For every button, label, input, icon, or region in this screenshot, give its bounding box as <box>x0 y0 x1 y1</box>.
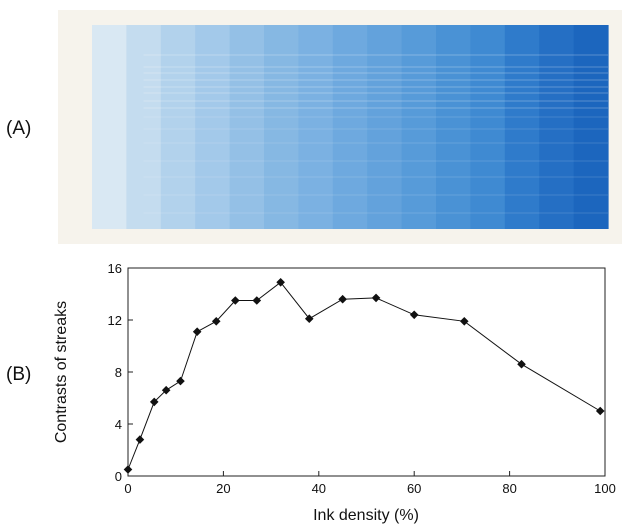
y-tick-label: 16 <box>108 261 122 276</box>
density-patch <box>298 25 334 229</box>
density-patch <box>126 25 162 229</box>
data-point-marker <box>276 278 285 287</box>
x-tick-label: 0 <box>124 481 131 496</box>
data-point-marker <box>135 435 145 444</box>
y-axis-title: Contrasts of streaks <box>53 301 70 443</box>
y-tick-label: 4 <box>115 417 122 432</box>
data-point-marker <box>517 359 526 369</box>
data-point-marker <box>459 317 469 326</box>
x-tick-label: 60 <box>407 481 421 496</box>
ink-density-strip <box>92 25 609 229</box>
panel-b-label: (B) <box>6 364 32 385</box>
density-patch <box>573 25 609 229</box>
density-patch <box>504 25 540 229</box>
data-point-marker <box>176 376 185 386</box>
axis-ticks: 0 20 40 60 80 100 0 4 8 12 16 <box>108 261 616 496</box>
density-patch <box>436 25 471 229</box>
density-patch <box>470 25 506 229</box>
density-patch <box>229 25 265 229</box>
data-point-marker <box>123 465 133 474</box>
y-tick-label: 12 <box>108 313 122 328</box>
density-patch <box>195 25 231 229</box>
density-patch <box>367 25 403 229</box>
data-point-marker <box>409 310 419 320</box>
x-axis-title: Ink density (%) <box>313 507 419 524</box>
data-point-marker <box>161 385 171 395</box>
series-markers <box>123 278 605 474</box>
data-point-marker <box>338 294 347 304</box>
data-point-marker <box>211 317 221 326</box>
series-line <box>127 281 601 470</box>
data-point-marker <box>304 314 314 323</box>
data-point-marker <box>252 296 262 305</box>
density-patch <box>401 25 437 229</box>
density-patch <box>264 25 299 229</box>
density-patch <box>539 25 575 229</box>
density-patch <box>160 25 196 229</box>
density-patch <box>332 25 368 229</box>
x-tick-label: 40 <box>312 481 326 496</box>
data-point-marker <box>371 293 381 303</box>
x-tick-label: 100 <box>594 481 616 496</box>
data-point-marker <box>231 296 240 305</box>
panel-a-label: (A) <box>6 118 32 139</box>
x-tick-label: 80 <box>502 481 516 496</box>
data-point-marker <box>192 327 202 336</box>
x-tick-label: 20 <box>216 481 230 496</box>
y-tick-label: 0 <box>115 469 122 484</box>
y-tick-label: 8 <box>115 365 122 380</box>
data-point-marker <box>595 406 605 416</box>
data-point-marker <box>149 397 159 407</box>
density-patch <box>92 25 127 229</box>
plot-area-frame <box>127 267 606 477</box>
